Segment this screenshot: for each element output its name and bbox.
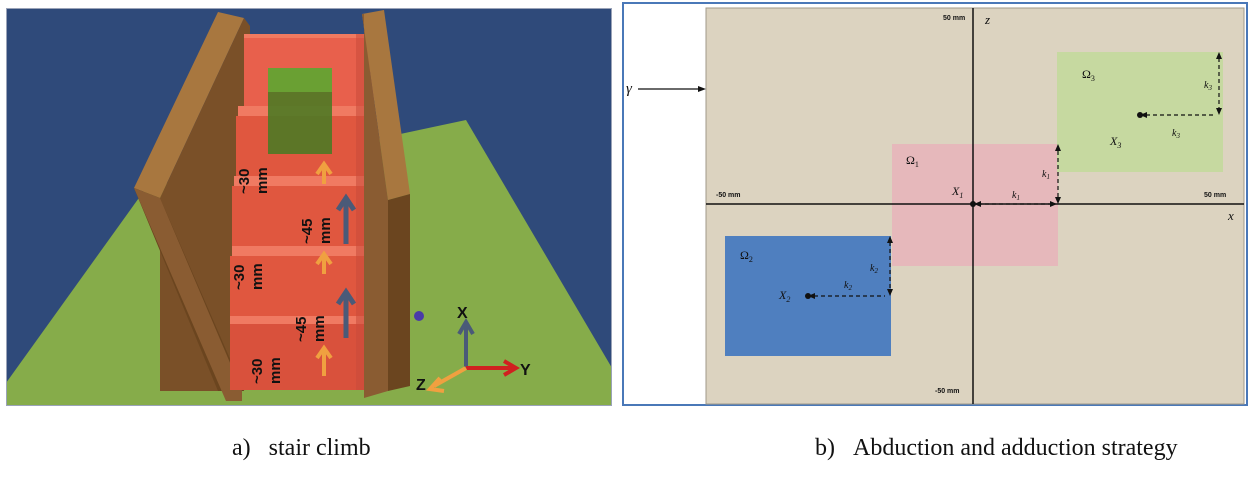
omega-3-label: Ω3 — [1082, 67, 1095, 83]
caption-b-label: b) — [815, 435, 835, 461]
step-3-face — [230, 256, 374, 316]
axis-y-label: Y — [520, 362, 531, 379]
svg-text:mm: mm — [317, 217, 334, 244]
axis-x-label: X — [457, 305, 468, 322]
step-2 — [234, 176, 374, 186]
x-max-label: 50 mm — [1204, 192, 1226, 199]
staircase — [230, 34, 374, 390]
svg-text:mm: mm — [267, 357, 284, 384]
gamma-arrowhead-icon — [698, 86, 706, 92]
step-4-face — [230, 324, 374, 390]
orange-up-arrow-icon — [315, 160, 333, 376]
caption-a-title: stair climb — [268, 435, 371, 461]
step-label-4: ~45 mm — [293, 315, 328, 342]
x1-label: X1 — [951, 184, 963, 200]
svg-text:~45: ~45 — [299, 219, 316, 244]
right-wall-top — [362, 10, 410, 200]
right-wall-front — [362, 14, 388, 398]
k1-horizontal-label: k1 — [1012, 190, 1020, 202]
z-max-label: 50 mm — [943, 15, 965, 22]
svg-text:~45: ~45 — [293, 317, 310, 342]
caption-b: b) Abduction and adduction strategy — [815, 435, 1178, 462]
svg-text:~30: ~30 — [236, 169, 253, 194]
k1-dashed-arrows — [970, 144, 1061, 207]
axes-gizmo: X Y Z — [416, 305, 531, 394]
step-label-5: ~30 mm — [249, 357, 284, 384]
slate-up-arrow-icon — [335, 193, 357, 338]
step-label-3: ~30 mm — [231, 263, 266, 290]
svg-text:~30: ~30 — [231, 265, 248, 290]
step-2-face — [232, 186, 374, 246]
k1-vertical-label: k1 — [1042, 169, 1050, 181]
step-3 — [232, 246, 374, 256]
panel-a-border — [6, 8, 612, 406]
svg-text:~30: ~30 — [249, 359, 266, 384]
step-label-2: ~45 mm — [299, 217, 334, 244]
k2-vertical-label: k2 — [870, 263, 878, 275]
k3-horizontal-label: k3 — [1172, 128, 1180, 140]
caption-a: a) stair climb — [232, 435, 371, 462]
left-wall — [134, 12, 244, 198]
target-sphere — [414, 311, 424, 321]
caption-b-title: Abduction and adduction strategy — [853, 435, 1178, 461]
axis-z-label: Z — [416, 377, 426, 394]
svg-text:mm: mm — [254, 167, 271, 194]
x-axis-label: x — [1227, 208, 1234, 223]
z-min-label: -50 mm — [935, 388, 960, 395]
step-top-shade — [244, 34, 370, 38]
omega-1-label: Ω1 — [906, 153, 919, 169]
panel-b-abduction-diagram: γ -50 mm 50 mm 50 mm -50 mm x z Ω1 X1 k1… — [622, 2, 1248, 406]
z-axis-label: z — [984, 12, 990, 27]
omega-2-label: Ω2 — [740, 248, 753, 264]
green-block — [268, 68, 332, 154]
right-wall-side — [388, 194, 410, 391]
caption-a-label: a) — [232, 435, 251, 461]
step-4 — [230, 316, 374, 324]
svg-text:mm: mm — [311, 315, 328, 342]
k2-dashed-arrows — [805, 236, 893, 299]
panel-a-stair-climb: ~30 mm ~45 mm ~30 mm ~45 mm ~30 mm — [6, 8, 612, 406]
k2-horizontal-label: k2 — [844, 280, 852, 292]
k3-dashed-arrows — [1137, 52, 1222, 118]
left-wall-front — [134, 188, 242, 401]
step-label-1: ~30 mm — [236, 167, 271, 194]
gamma-label: γ — [626, 81, 633, 97]
x2-label: X2 — [778, 288, 790, 304]
k3-vertical-label: k3 — [1204, 80, 1212, 92]
x-min-label: -50 mm — [716, 192, 741, 199]
svg-text:mm: mm — [249, 263, 266, 290]
x3-label: X3 — [1109, 134, 1121, 150]
